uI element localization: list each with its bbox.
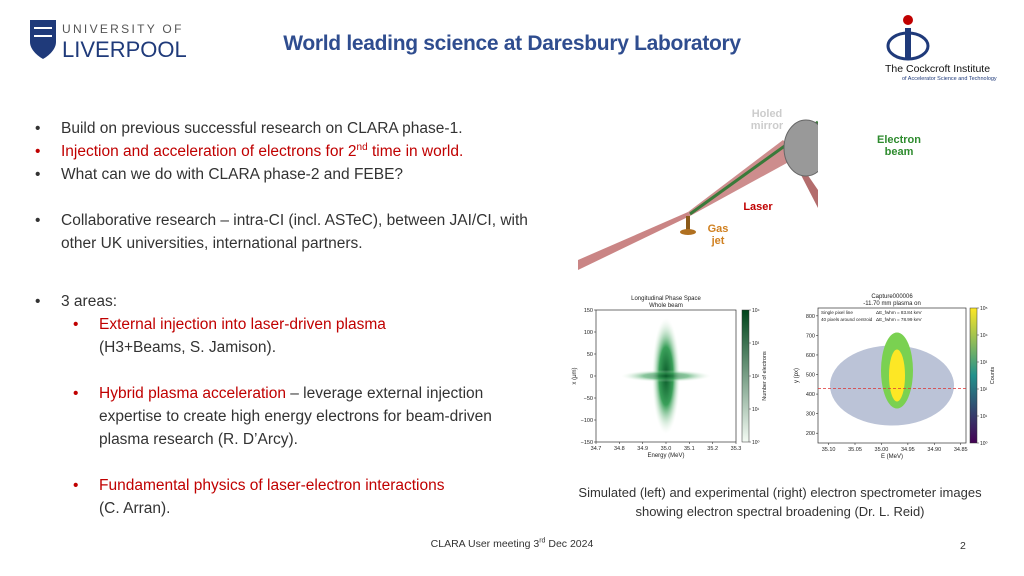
plot-subtitle: -11.70 mm plasma on <box>863 301 921 307</box>
sub-bullet: • External injection into laser-driven pl… <box>73 316 386 356</box>
colorbar <box>969 307 978 444</box>
liverpool-logo: UNIVERSITY OF LIVERPOOL <box>30 20 187 62</box>
electron-label: Electron beam <box>876 134 921 158</box>
cockcroft-logo: The Cockcroft Institute of Accelerator S… <box>885 15 997 82</box>
beam-density <box>889 349 905 402</box>
sub-bullet: • Fundamental physics of laser-electron i… <box>73 477 445 517</box>
y-tick-label: 400 <box>806 392 815 398</box>
colorbar-tick-label: 10⁵ <box>980 306 988 312</box>
y-tick-label: 600 <box>806 353 815 359</box>
y-tick-label: 200 <box>806 431 815 437</box>
legend-text: ΔE_fwhm = 78.99 keV <box>876 317 923 322</box>
colorbar-label: Number of electrons <box>762 351 768 401</box>
x-tick-label: 34.8 <box>614 446 625 452</box>
bullet-text: Injection and acceleration of electrons … <box>61 143 357 160</box>
bullet-text: time in world. <box>367 143 464 160</box>
logo-line2: of Accelerator Science and Technology <box>902 76 997 82</box>
x-tick-label: 34.95 <box>901 447 915 453</box>
bullet: • Collaborative research – intra-CI (incl… <box>35 212 528 252</box>
y-tick-label: 150 <box>584 308 593 314</box>
x-tick-label: 35.3 <box>731 446 742 452</box>
logo-line2: LIVERPOOL <box>62 37 187 62</box>
colorbar-tick-label: 10¹ <box>980 414 988 420</box>
bullet-text: Build on previous successful research on… <box>61 120 463 137</box>
logo-line1: The Cockcroft Institute <box>885 63 990 75</box>
bullet: • 3 areas: • External injection into laser… <box>35 290 551 520</box>
plot-title: Capture000006 <box>871 294 913 300</box>
x-axis-label: Energy (MeV) <box>647 453 684 459</box>
mirror-label: Holed mirror <box>750 108 784 132</box>
y-tick-label: 500 <box>806 373 815 379</box>
colorbar-tick-label: 10² <box>980 387 988 393</box>
colorbar-tick-label: 10² <box>752 374 760 380</box>
setup-illustration <box>578 119 818 270</box>
bullet: • Build on previous successful research o… <box>35 120 463 137</box>
spectrometer-plots: 34.7 34.8 34.9 35.0 35.1 35.2 35.3 −150 −100 −50 0… <box>572 294 996 460</box>
x-tick-label: 34.85 <box>954 447 968 453</box>
jet-label: Gas jet <box>707 223 729 247</box>
legend-text: Single pixel line <box>821 310 853 315</box>
bullet-text: What can we do with CLARA phase-2 and FE… <box>61 166 404 183</box>
superscript: rd <box>539 537 546 545</box>
plot-title: Longitudinal Phase Space <box>631 296 701 302</box>
x-tick-label: 35.10 <box>822 447 836 453</box>
y-tick-label: 50 <box>587 352 593 358</box>
x-axis-label: E (MeV) <box>881 454 903 460</box>
sub-bullet-text: (C. Arran). <box>99 500 171 517</box>
colorbar-tick-label: 10⁰ <box>752 440 760 446</box>
colorbar-tick-label: 10¹ <box>752 407 760 413</box>
x-tick-label: 34.90 <box>927 447 941 453</box>
bullet: • Injection and acceleration of electrons… <box>35 141 464 160</box>
footer-text: CLARA User meeting 3 <box>430 538 540 550</box>
footer: CLARA User meeting 3rd Dec 2024 <box>0 537 1024 551</box>
y-tick-label: 0 <box>590 374 593 380</box>
footer-text: Dec 2024 <box>545 538 594 550</box>
colorbar-tick-label: 10⁴ <box>752 308 760 314</box>
bullet-text: 3 areas: <box>61 293 118 310</box>
x-tick-label: 35.2 <box>707 446 718 452</box>
y-tick-label: 100 <box>584 330 593 336</box>
x-tick-label: 35.1 <box>684 446 695 452</box>
y-tick-label: 800 <box>806 314 815 320</box>
colorbar-tick-label: 10⁴ <box>980 333 988 339</box>
x-tick-label: 34.9 <box>637 446 648 452</box>
figure-caption: Simulated (left) and experimental (right… <box>578 485 982 519</box>
bullet: • What can we do with CLARA phase-2 and F… <box>35 166 404 183</box>
x-tick-label: 35.0 <box>661 446 672 452</box>
y-axis-label: y (px) <box>794 368 800 383</box>
sub-bullet-highlight: Hybrid plasma acceleration <box>99 385 286 402</box>
y-tick-label: −50 <box>584 396 593 402</box>
colorbar-label: Counts <box>990 367 996 385</box>
y-tick-label: 700 <box>806 333 815 339</box>
superscript: nd <box>356 141 368 153</box>
x-tick-label: 34.7 <box>591 446 602 452</box>
x-tick-label: 35.00 <box>875 447 889 453</box>
page-number: 2 <box>960 540 966 552</box>
colorbar-tick-label: 10⁰ <box>980 441 988 447</box>
slide-title: World leading science at Daresbury Labor… <box>283 32 741 55</box>
bullet-list: • Build on previous successful research o… <box>35 117 551 520</box>
sub-bullet: • Hybrid plasma acceleration – leverage e… <box>73 385 492 448</box>
colorbar <box>741 309 750 443</box>
logo-line1: UNIVERSITY OF <box>62 22 184 36</box>
y-tick-label: −100 <box>581 418 593 424</box>
y-tick-label: 300 <box>806 412 815 418</box>
sub-bullet-highlight: External injection into laser-driven pla… <box>99 316 386 333</box>
x-tick-label: 35.05 <box>848 447 862 453</box>
beam-density <box>621 370 711 382</box>
bullet-text: Collaborative research – intra-CI (incl.… <box>61 212 528 252</box>
sub-bullet-text: – leverage external injection expertise … <box>99 385 492 448</box>
y-axis-label: x (μm) <box>572 367 578 384</box>
legend-text: ΔE_fwhm = 83.84 keV <box>876 310 923 315</box>
sub-bullet-text: (H3+Beams, S. Jamison). <box>99 339 277 356</box>
y-tick-label: −150 <box>581 440 593 446</box>
colorbar-tick-label: 10³ <box>980 360 988 366</box>
colorbar-tick-label: 10³ <box>752 341 760 347</box>
legend-text: 40 pixels around centroid <box>821 317 873 322</box>
sub-bullet-highlight: Fundamental physics of laser-electron in… <box>99 477 445 494</box>
laser-label: Laser <box>743 201 773 213</box>
plot-subtitle: Whole beam <box>649 303 683 309</box>
